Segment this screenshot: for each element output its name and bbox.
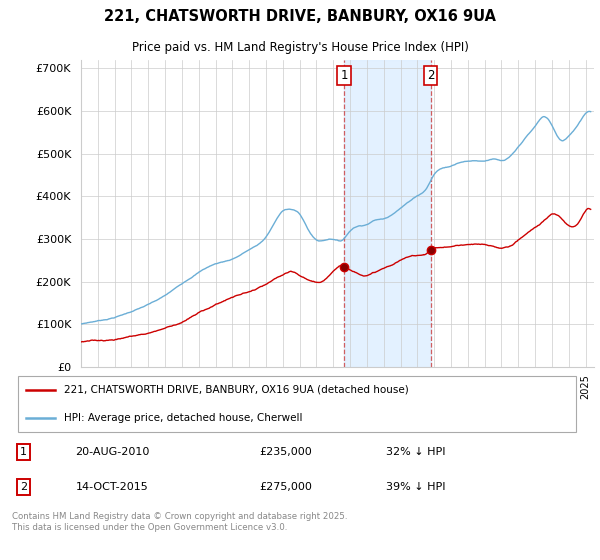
Text: £235,000: £235,000 bbox=[260, 447, 313, 457]
FancyBboxPatch shape bbox=[18, 376, 577, 432]
Text: Contains HM Land Registry data © Crown copyright and database right 2025.
This d: Contains HM Land Registry data © Crown c… bbox=[12, 512, 347, 531]
Text: 1: 1 bbox=[340, 69, 348, 82]
Text: 1: 1 bbox=[20, 447, 27, 457]
Text: £275,000: £275,000 bbox=[260, 482, 313, 492]
Text: 14-OCT-2015: 14-OCT-2015 bbox=[76, 482, 148, 492]
Text: 32% ↓ HPI: 32% ↓ HPI bbox=[386, 447, 446, 457]
Text: 221, CHATSWORTH DRIVE, BANBURY, OX16 9UA: 221, CHATSWORTH DRIVE, BANBURY, OX16 9UA bbox=[104, 9, 496, 24]
Text: HPI: Average price, detached house, Cherwell: HPI: Average price, detached house, Cher… bbox=[64, 413, 302, 423]
Text: 39% ↓ HPI: 39% ↓ HPI bbox=[386, 482, 446, 492]
Text: Price paid vs. HM Land Registry's House Price Index (HPI): Price paid vs. HM Land Registry's House … bbox=[131, 41, 469, 54]
Text: 221, CHATSWORTH DRIVE, BANBURY, OX16 9UA (detached house): 221, CHATSWORTH DRIVE, BANBURY, OX16 9UA… bbox=[64, 385, 409, 395]
Text: 2: 2 bbox=[20, 482, 27, 492]
Text: 20-AUG-2010: 20-AUG-2010 bbox=[76, 447, 150, 457]
Bar bbox=[344, 60, 431, 367]
Text: 2: 2 bbox=[427, 69, 434, 82]
